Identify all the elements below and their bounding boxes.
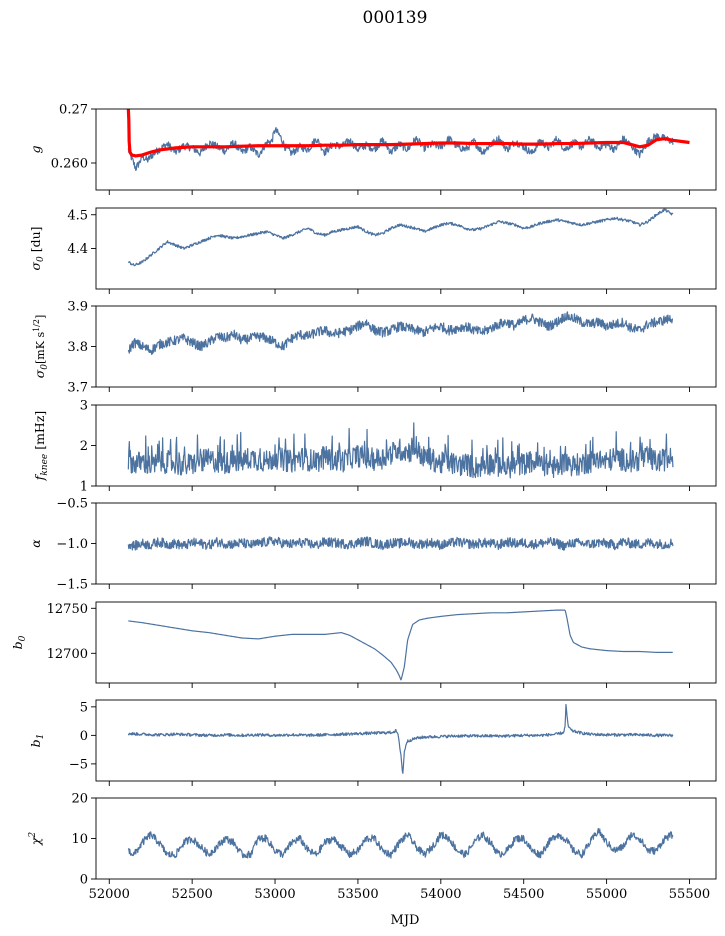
- panel-b1-series: [127, 703, 674, 774]
- y-tick-label-alpha: −1.0: [56, 537, 88, 552]
- y-tick-label-fknee: 2: [80, 439, 88, 454]
- y-axis-label-sigma0-du: σ0 [du]: [28, 226, 46, 270]
- y-tick-label-chi2: 0: [80, 873, 88, 888]
- panel-g: 0.260 0.27 g: [28, 103, 717, 195]
- y-tick-label-b1: 5: [80, 700, 88, 715]
- y-tick-label-sigma0-du: 4.4: [67, 242, 88, 257]
- y-tick-label-alpha: −1.5: [56, 578, 88, 593]
- series-line-fknee: [127, 422, 674, 479]
- series-line-b1: [127, 703, 674, 774]
- y-tick-label-chi2: 10: [71, 832, 88, 847]
- y-tick-label-sigma0-mk: 3.7: [67, 381, 88, 396]
- series-line-chi2: [127, 827, 674, 859]
- panel-sigma0-mk-series: [127, 311, 673, 355]
- panel-alpha: −1.5 −1.0 −0.5 α: [28, 497, 717, 593]
- series-line-sigma0-du: [127, 208, 674, 267]
- y-tick-label-b0: 12750: [47, 602, 88, 617]
- y-axis-label-fknee: fknee [mHz]: [32, 411, 50, 482]
- y-tick-label-sigma0-du: 4.5: [67, 208, 88, 223]
- y-tick-label-b1: 0: [80, 729, 88, 744]
- y-axis-label-b0: b0: [10, 635, 28, 649]
- y-axis-label-g: g: [28, 145, 43, 153]
- panel-fknee-series: [127, 422, 674, 479]
- x-tick-label: 52000: [89, 887, 130, 902]
- x-tick-label: 52500: [171, 887, 212, 902]
- x-axis-label: MJD: [391, 913, 420, 928]
- x-tick-label: 55500: [669, 887, 710, 902]
- y-tick-label-g: 0.260: [51, 157, 88, 172]
- panel-sigma0-du: 4.4 4.5 σ0 [du]: [28, 207, 717, 294]
- y-tick-label-g: 0.27: [59, 103, 88, 118]
- axes-frame-b0: [95, 601, 717, 684]
- y-axis-label-b1: b1: [28, 734, 46, 748]
- panel-g-series: [126, 109, 690, 172]
- panel-b0: 12700 12750 b0: [10, 601, 717, 688]
- x-tick-label: 54500: [503, 887, 544, 902]
- y-tick-label-sigma0-mk: 3.9: [67, 300, 88, 315]
- y-tick-label-alpha: −0.5: [56, 497, 88, 512]
- panel-sigma0-du-series: [127, 208, 674, 267]
- x-tick-label: 54000: [420, 887, 461, 902]
- series-line-b0: [128, 609, 673, 681]
- panel-chi2-series: [127, 827, 674, 859]
- x-tick-label: 55000: [586, 887, 627, 902]
- x-tick-label: 53000: [254, 887, 295, 902]
- y-tick-label-b1: −5: [69, 757, 88, 772]
- panel-chi2: 0 10 20 52000 52500 53000 53500 54000 54500 55000…: [28, 792, 717, 902]
- panel-b0-series: [128, 609, 673, 681]
- x-tick-label: 53500: [337, 887, 378, 902]
- figure-title: 000139: [363, 8, 428, 28]
- y-tick-label-b0: 12700: [47, 647, 88, 662]
- axes-frame-g: [95, 108, 717, 191]
- panels: 0.260 0.27 g 4.4 4.5 σ0 [du] 3.7 3.8 3.9 σ0[mK s1…: [10, 103, 717, 902]
- axes-frame-b1: [95, 699, 717, 782]
- panel-alpha-series: [127, 536, 674, 551]
- y-axis-label-chi2: χ2: [28, 832, 43, 847]
- panel-sigma0-mk: 3.7 3.8 3.9 σ0[mK s1/2]: [32, 300, 717, 396]
- y-tick-label-sigma0-mk: 3.8: [67, 340, 88, 355]
- series-line-sigma0-mk: [127, 311, 673, 355]
- y-axis-label-alpha: α: [28, 539, 43, 548]
- y-tick-label-fknee: 1: [80, 480, 88, 495]
- panel-fknee: 1 2 3 fknee [mHz]: [32, 399, 717, 495]
- y-tick-label-chi2: 20: [71, 792, 88, 807]
- panel-b1: −5 0 5 b1: [28, 699, 717, 786]
- series-line-g-fit: [126, 109, 690, 158]
- y-tick-label-fknee: 3: [80, 399, 88, 414]
- y-axis-label-sigma0-mk: σ0[mK s1/2]: [32, 315, 50, 379]
- series-line-alpha: [127, 536, 674, 551]
